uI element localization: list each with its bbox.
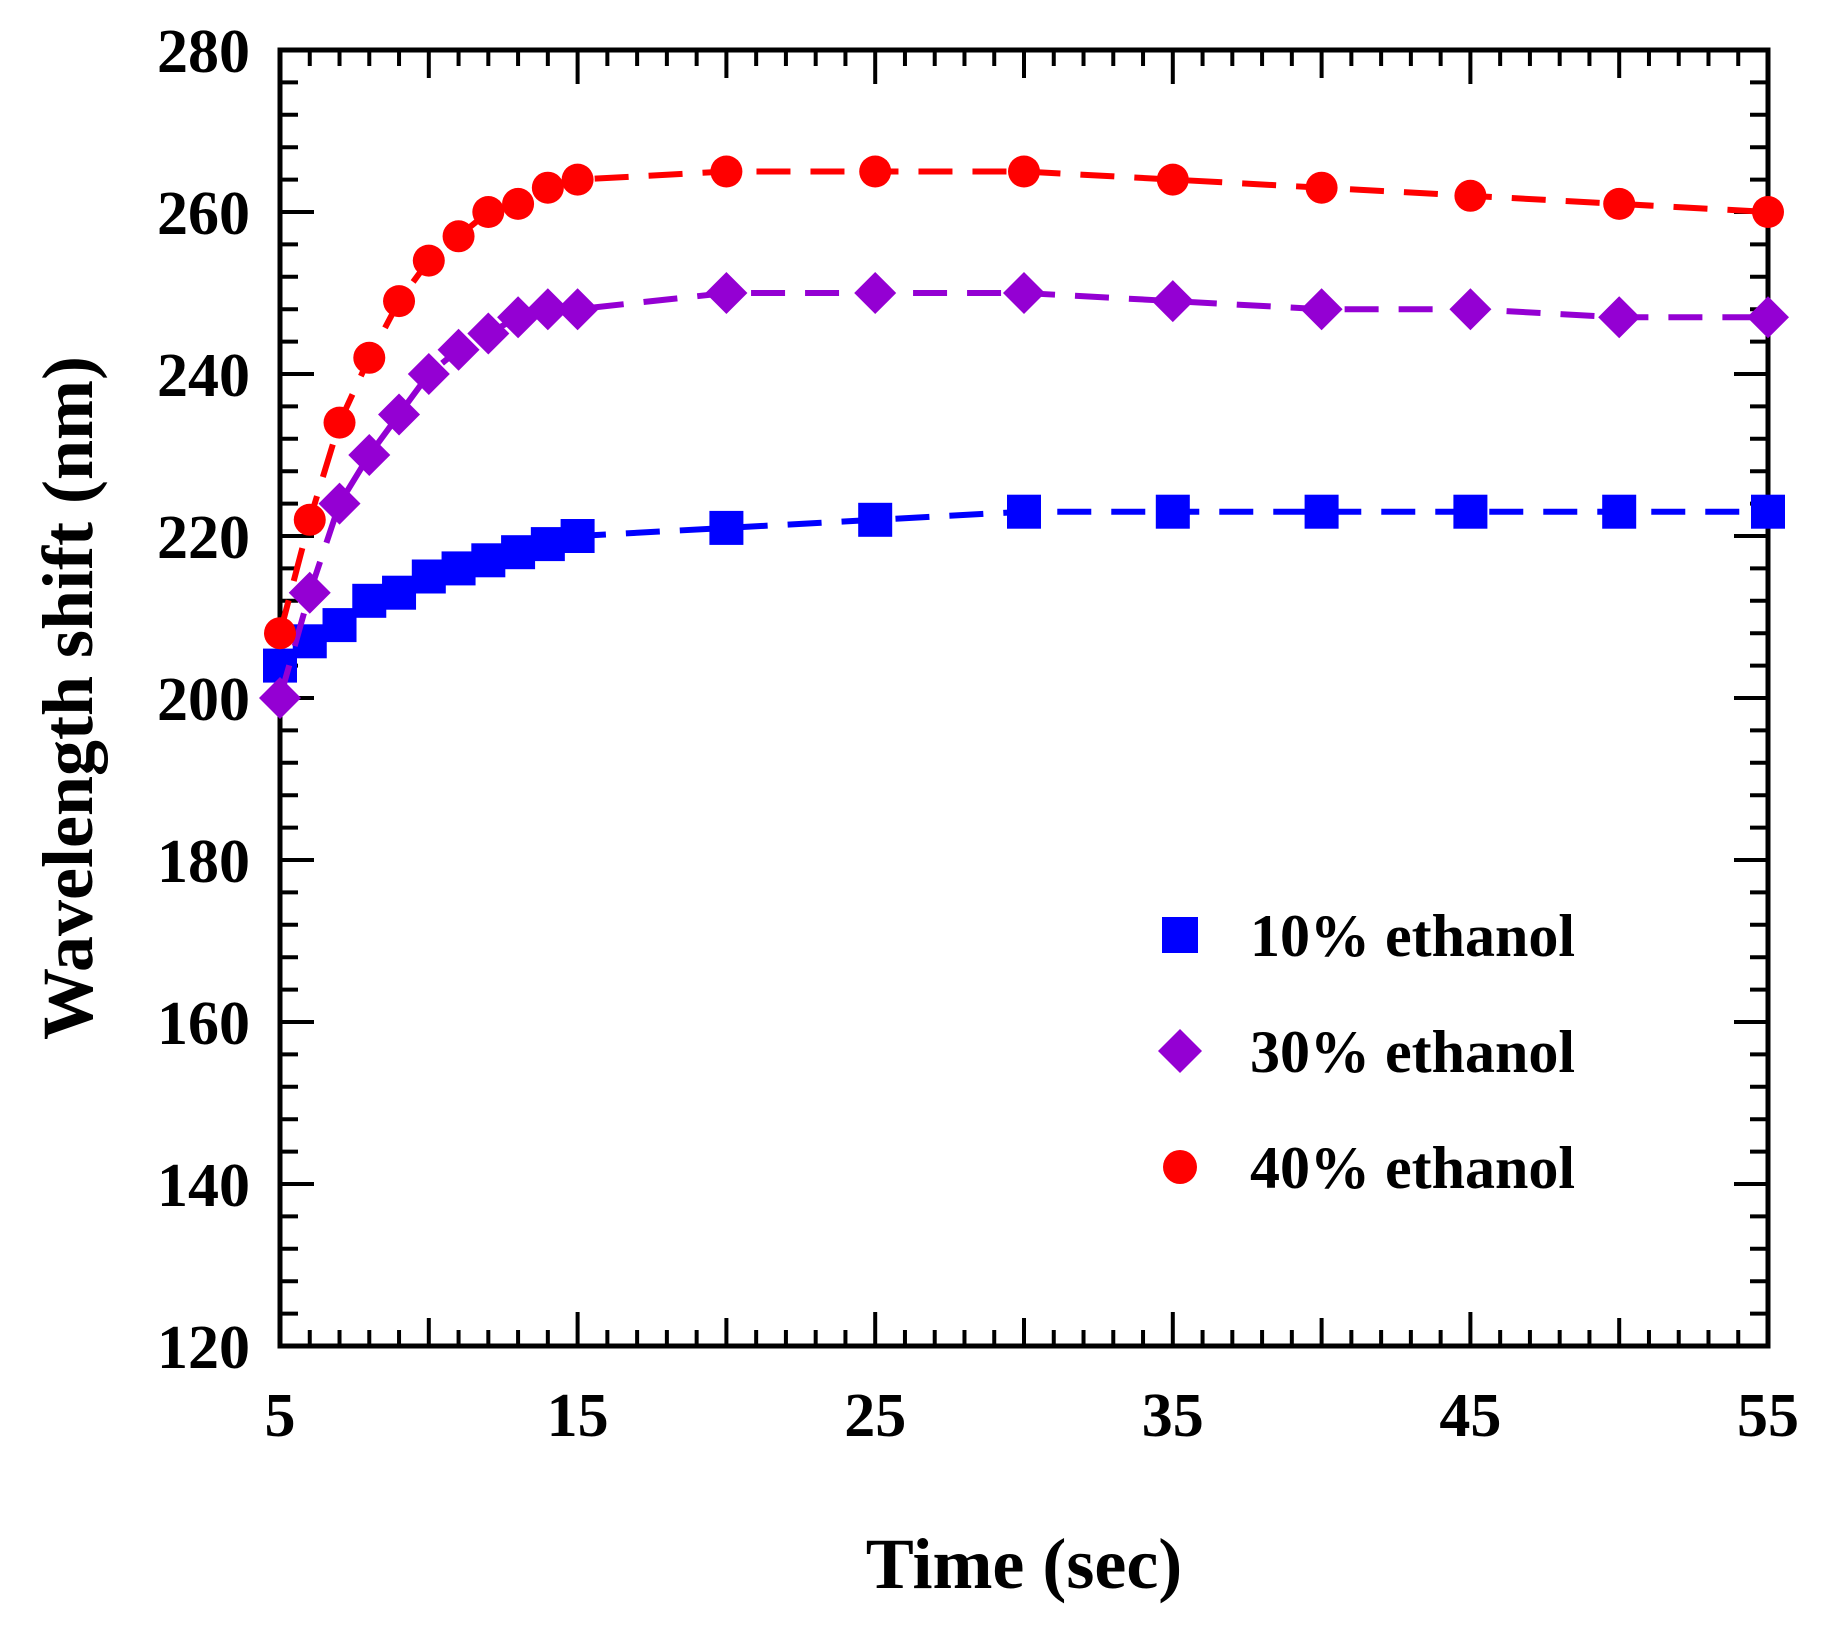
x-tick-label-35: 35	[1142, 1382, 1204, 1450]
y-axis: 120 140 160 180 200 220 240 260 280	[157, 18, 1768, 1382]
series-2-point-8	[502, 187, 535, 220]
series-2-point-5	[412, 244, 445, 277]
series-1-point-9	[526, 288, 569, 331]
series-2-point-17	[1603, 187, 1636, 220]
series-0-point-15	[1304, 494, 1339, 529]
series-2-point-9	[531, 171, 564, 204]
series-0-point-17	[1602, 494, 1637, 529]
series-2-point-1	[293, 503, 326, 536]
series-2-point-4	[383, 285, 416, 318]
series-1-point-10	[556, 288, 599, 331]
series-0-point-14	[1155, 494, 1190, 529]
y-tick-label-140: 140	[157, 1152, 250, 1220]
series-0-point-16	[1453, 494, 1488, 529]
series-1-point-14	[1151, 280, 1194, 323]
y-tick-label-120: 120	[157, 1314, 250, 1382]
series-1	[259, 272, 1789, 719]
legend-marker-0	[1162, 917, 1198, 953]
series-1-point-3	[348, 434, 391, 476]
series-2-point-11	[710, 155, 743, 188]
series-0-point-5	[411, 559, 446, 594]
series-2-point-7	[472, 196, 505, 228]
series-1-point-15	[1300, 288, 1343, 331]
series-2-point-15	[1305, 171, 1338, 204]
y-tick-label-220: 220	[157, 504, 250, 572]
series-1-point-18	[1747, 296, 1789, 339]
legend-marker-1	[1158, 1029, 1202, 1073]
series-0-point-7	[471, 543, 506, 578]
legend-label-1: 30% ethanol	[1250, 1019, 1575, 1085]
series-layer	[259, 155, 1789, 719]
legend-marker-2	[1163, 1150, 1197, 1184]
y-tick-label-260: 260	[157, 180, 250, 248]
series-1-point-6	[437, 328, 480, 371]
series-1-point-7	[467, 312, 510, 355]
series-0-point-6	[441, 551, 476, 586]
series-0-point-0	[263, 648, 297, 683]
series-2-point-3	[353, 341, 386, 374]
series-1-point-13	[1003, 272, 1045, 314]
series-1-point-0	[259, 677, 301, 719]
x-tick-label-5: 5	[265, 1382, 296, 1450]
series-1-point-17	[1598, 296, 1641, 339]
series-1-point-5	[407, 353, 450, 395]
series-0-point-2	[322, 608, 357, 643]
series-0	[263, 494, 1785, 683]
y-axis-title: Wavelength shift (nm)	[28, 356, 108, 1040]
series-2-point-18	[1752, 196, 1784, 228]
legend-label-2: 40% ethanol	[1250, 1135, 1575, 1201]
series-0-point-9	[530, 527, 565, 562]
series-0-point-4	[382, 575, 417, 610]
series-1-point-12	[854, 272, 897, 314]
y-tick-label-240: 240	[157, 342, 250, 410]
series-1-point-4	[378, 393, 421, 436]
series-0-point-3	[352, 583, 387, 618]
x-tick-label-55: 55	[1737, 1382, 1799, 1450]
series-0-point-12	[858, 502, 893, 537]
y-tick-label-200: 200	[157, 666, 250, 734]
legend-label-0: 10% ethanol	[1250, 903, 1575, 969]
series-2-point-14	[1156, 163, 1189, 196]
series-2-point-6	[442, 220, 475, 253]
y-tick-label-180: 180	[157, 828, 250, 896]
x-axis-title: Time (sec)	[866, 1524, 1183, 1604]
series-2-point-13	[1008, 155, 1040, 188]
y-tick-label-280: 280	[157, 18, 250, 86]
y-tick-label-160: 160	[157, 990, 250, 1058]
x-tick-label-25: 25	[844, 1382, 906, 1450]
series-1-point-11	[705, 272, 748, 314]
x-tick-label-45: 45	[1439, 1382, 1501, 1450]
legend: 10% ethanol 30% ethanol 40% ethanol	[1158, 903, 1575, 1201]
series-1-point-8	[497, 296, 540, 339]
x-axis: 5 15 25 35 45 55	[265, 50, 1799, 1450]
series-2-point-12	[859, 155, 892, 188]
series-0-point-11	[709, 510, 744, 545]
series-2-point-2	[323, 406, 356, 439]
series-2-point-16	[1454, 179, 1487, 212]
series-line-0	[278, 508, 1768, 668]
series-0-point-13	[1007, 494, 1041, 529]
series-0-point-8	[501, 535, 536, 570]
series-1-point-2	[318, 482, 361, 525]
series-1-point-16	[1449, 288, 1492, 331]
series-2-point-10	[561, 163, 594, 196]
series-0-point-18	[1751, 494, 1785, 529]
series-1-point-1	[288, 571, 331, 614]
x-tick-label-15: 15	[547, 1382, 609, 1450]
series-2	[264, 155, 1784, 650]
series-2-point-0	[264, 617, 296, 650]
series-0-point-10	[560, 519, 595, 553]
